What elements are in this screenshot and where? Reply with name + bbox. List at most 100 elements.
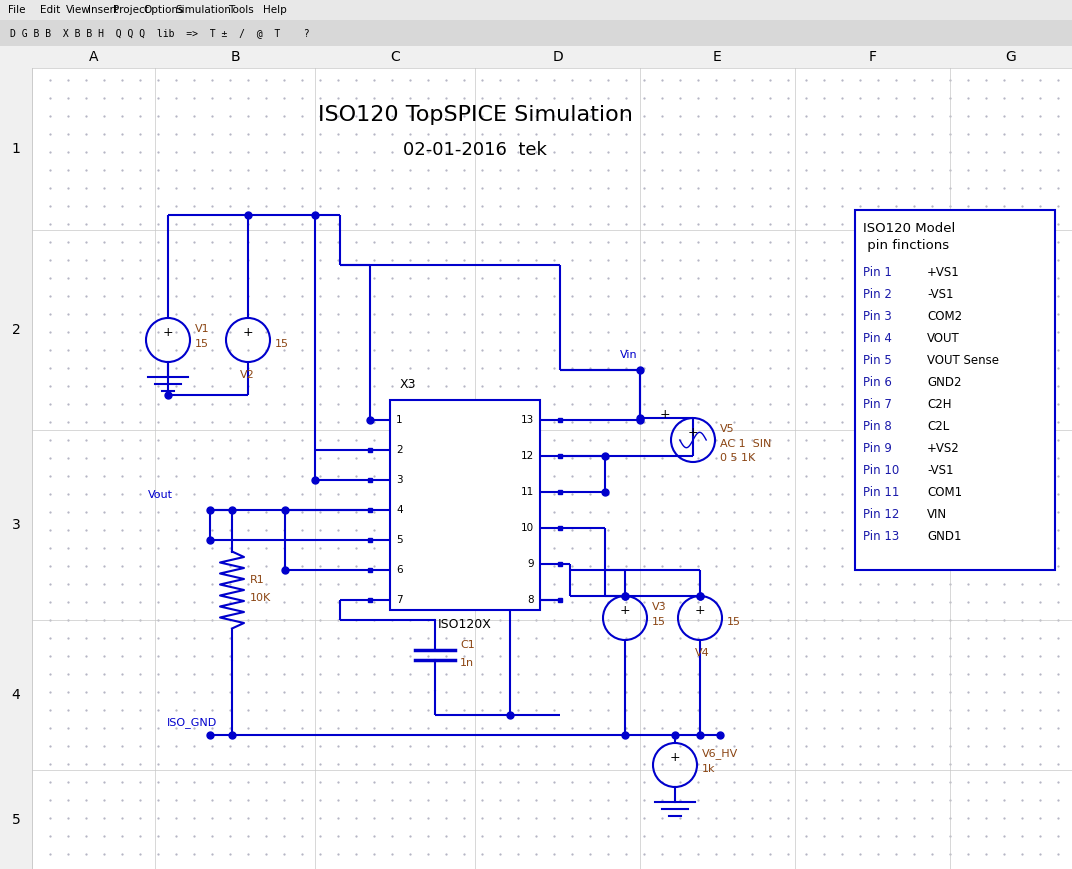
Text: C2L: C2L bbox=[927, 420, 949, 433]
Text: R1: R1 bbox=[250, 575, 265, 585]
Bar bbox=[855, 210, 1055, 570]
Text: Pin 5: Pin 5 bbox=[863, 354, 892, 367]
Text: Edit: Edit bbox=[40, 5, 60, 15]
Text: File: File bbox=[8, 5, 26, 15]
Text: V4: V4 bbox=[695, 648, 710, 658]
Text: COM1: COM1 bbox=[927, 486, 963, 499]
Text: +: + bbox=[670, 751, 681, 764]
Text: 3: 3 bbox=[12, 518, 20, 532]
Text: Tools: Tools bbox=[228, 5, 254, 15]
Text: Vin: Vin bbox=[620, 350, 638, 360]
Text: 2: 2 bbox=[12, 323, 20, 337]
Text: X3: X3 bbox=[400, 379, 417, 392]
Text: A: A bbox=[89, 50, 99, 64]
Text: Pin 2: Pin 2 bbox=[863, 288, 892, 301]
Text: 4: 4 bbox=[12, 688, 20, 702]
Bar bbox=[0, 46, 1072, 68]
Text: pin finctions: pin finctions bbox=[863, 238, 949, 251]
Text: 8: 8 bbox=[527, 595, 534, 605]
Text: Pin 11: Pin 11 bbox=[863, 486, 899, 499]
Text: Pin 1: Pin 1 bbox=[863, 266, 892, 278]
Text: 15: 15 bbox=[276, 340, 289, 349]
Bar bbox=[0, 620, 32, 770]
Text: 5: 5 bbox=[396, 535, 403, 545]
Text: 12: 12 bbox=[521, 451, 534, 461]
Text: D: D bbox=[552, 50, 563, 64]
Text: 15: 15 bbox=[195, 340, 209, 349]
Text: ISO120 TopSPICE Simulation: ISO120 TopSPICE Simulation bbox=[317, 105, 632, 125]
Text: 4: 4 bbox=[396, 505, 403, 515]
Text: 0 5 1K: 0 5 1K bbox=[720, 453, 756, 462]
Text: C: C bbox=[390, 50, 400, 64]
Text: 1k: 1k bbox=[702, 765, 715, 774]
Text: Pin 12: Pin 12 bbox=[863, 507, 899, 521]
Text: 2: 2 bbox=[396, 445, 403, 455]
Text: -VS1: -VS1 bbox=[927, 288, 953, 301]
Text: 02-01-2016  tek: 02-01-2016 tek bbox=[403, 141, 547, 159]
Bar bbox=[390, 400, 540, 610]
Text: +: + bbox=[242, 326, 253, 339]
Text: 9: 9 bbox=[527, 559, 534, 569]
Text: 1: 1 bbox=[396, 415, 403, 425]
Text: B: B bbox=[230, 50, 240, 64]
Text: 6: 6 bbox=[396, 565, 403, 575]
Text: AC 1  SIN: AC 1 SIN bbox=[720, 440, 772, 449]
Text: +: + bbox=[695, 604, 705, 617]
Text: Project: Project bbox=[113, 5, 149, 15]
Text: Insert: Insert bbox=[88, 5, 118, 15]
Text: E: E bbox=[713, 50, 721, 64]
Text: V5: V5 bbox=[720, 424, 734, 434]
Text: +: + bbox=[620, 604, 630, 617]
Text: VOUT: VOUT bbox=[927, 331, 959, 344]
Text: Pin 9: Pin 9 bbox=[863, 441, 892, 454]
Text: VIN: VIN bbox=[927, 507, 948, 521]
Text: 5: 5 bbox=[12, 813, 20, 826]
Text: Pin 8: Pin 8 bbox=[863, 420, 892, 433]
Text: +: + bbox=[163, 326, 174, 339]
Bar bbox=[0, 770, 32, 869]
Text: +: + bbox=[659, 408, 670, 421]
Text: +: + bbox=[687, 426, 698, 439]
Text: C2H: C2H bbox=[927, 397, 952, 410]
Text: Pin 6: Pin 6 bbox=[863, 375, 892, 388]
Text: V6_HV: V6_HV bbox=[702, 748, 739, 760]
Text: 15: 15 bbox=[727, 617, 741, 627]
Text: 13: 13 bbox=[521, 415, 534, 425]
Text: 11: 11 bbox=[521, 487, 534, 497]
Bar bbox=[0, 68, 32, 230]
Text: Simulation: Simulation bbox=[175, 5, 230, 15]
Text: 10K: 10K bbox=[250, 593, 271, 603]
Bar bbox=[0, 20, 1072, 46]
Bar bbox=[0, 430, 32, 620]
Text: View: View bbox=[66, 5, 91, 15]
Text: C1: C1 bbox=[460, 640, 475, 650]
Text: 1n: 1n bbox=[460, 658, 474, 668]
Text: F: F bbox=[868, 50, 877, 64]
Text: V3: V3 bbox=[652, 602, 667, 612]
Text: V1: V1 bbox=[195, 324, 210, 334]
Text: 15: 15 bbox=[652, 617, 666, 627]
Text: Pin 4: Pin 4 bbox=[863, 331, 892, 344]
Text: GND1: GND1 bbox=[927, 529, 962, 542]
Text: VOUT Sense: VOUT Sense bbox=[927, 354, 999, 367]
Text: 7: 7 bbox=[396, 595, 403, 605]
Bar bbox=[0, 230, 32, 430]
Bar bbox=[0, 0, 1072, 20]
Text: 10: 10 bbox=[521, 523, 534, 533]
Text: Options: Options bbox=[143, 5, 183, 15]
Text: +VS1: +VS1 bbox=[927, 266, 959, 278]
Text: Pin 10: Pin 10 bbox=[863, 463, 899, 476]
Text: GND2: GND2 bbox=[927, 375, 962, 388]
Text: Pin 7: Pin 7 bbox=[863, 397, 892, 410]
Text: D G B B  X B B H  Q Q Q  lib  =>  T ±  /  @  T    ?: D G B B X B B H Q Q Q lib => T ± / @ T ? bbox=[10, 28, 310, 38]
Text: COM2: COM2 bbox=[927, 309, 963, 322]
Text: Pin 3: Pin 3 bbox=[863, 309, 892, 322]
Text: ISO120 Model: ISO120 Model bbox=[863, 222, 955, 235]
Text: Vout: Vout bbox=[148, 490, 173, 500]
Text: -VS1: -VS1 bbox=[927, 463, 953, 476]
Text: 1: 1 bbox=[12, 142, 20, 156]
Text: V2: V2 bbox=[240, 370, 255, 380]
Text: G: G bbox=[1006, 50, 1016, 64]
Text: Help: Help bbox=[263, 5, 286, 15]
Text: Pin 13: Pin 13 bbox=[863, 529, 899, 542]
